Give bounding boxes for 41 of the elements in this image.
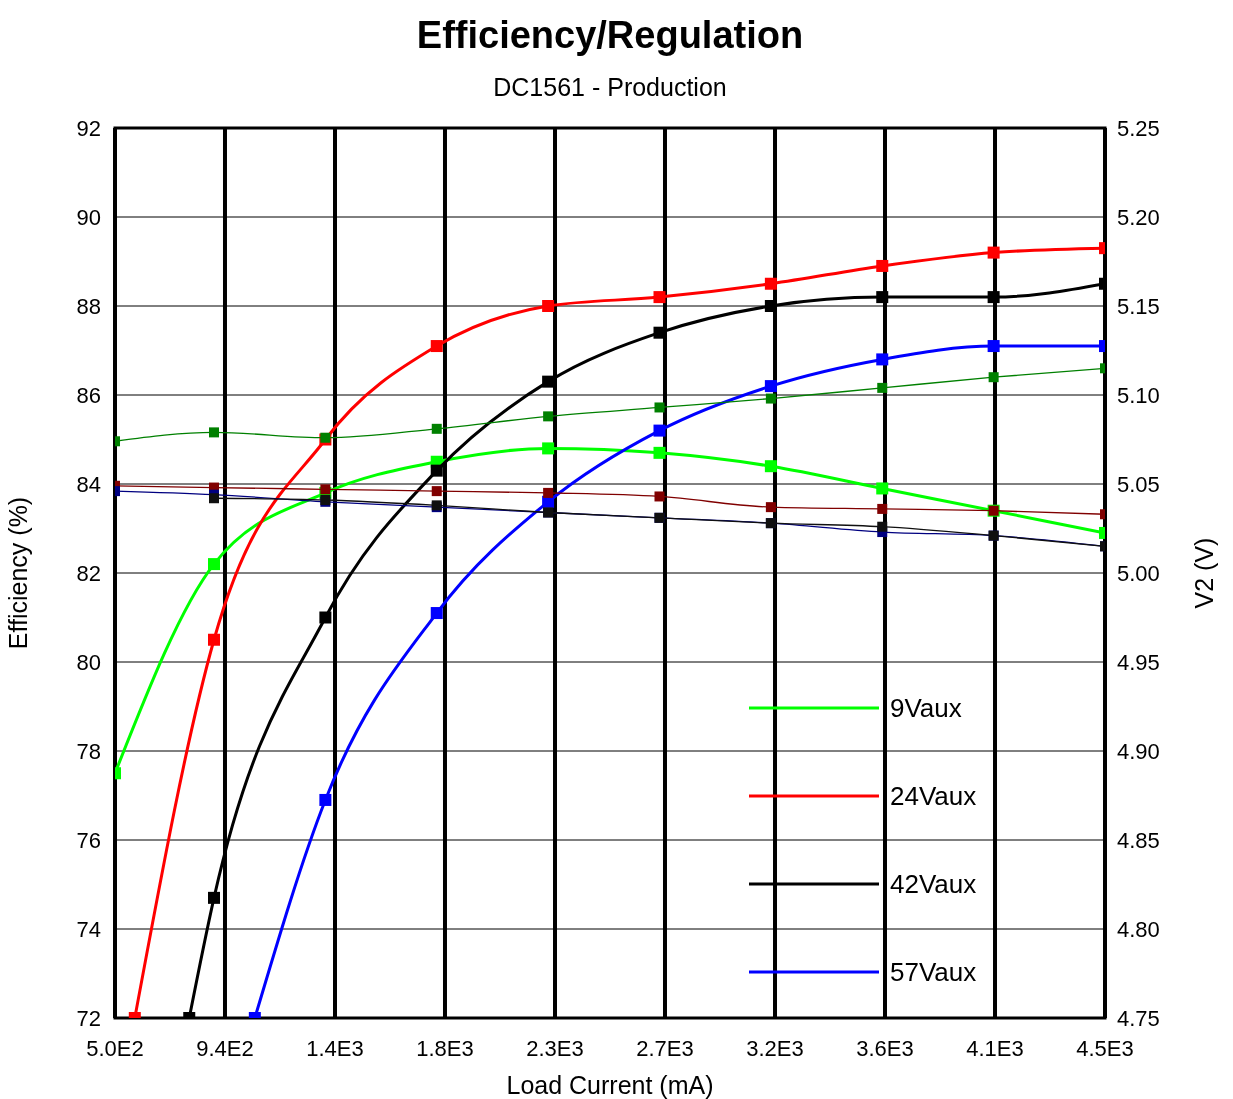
y-tick-label: 86: [76, 383, 101, 408]
x-tick-label: 9.4E2: [196, 1036, 254, 1061]
legend-label: 24Vaux: [890, 781, 977, 811]
y-tick-label: 90: [76, 205, 101, 230]
x-tick-label: 1.4E3: [306, 1036, 364, 1061]
y2-axis-title: V2 (V): [1190, 537, 1218, 609]
y2-tick-label: 4.75: [1117, 1006, 1160, 1031]
y2-tick-label: 5.10: [1117, 383, 1160, 408]
chart-title: Efficiency/Regulation: [416, 14, 804, 56]
x-axis-title: Load Current (mA): [506, 1071, 714, 1099]
y-tick-label: 92: [76, 116, 101, 141]
chart-subtitle: DC1561 - Production: [493, 73, 727, 101]
y2-tick-label: 4.95: [1117, 650, 1160, 675]
y2-tick-label: 5.05: [1117, 472, 1160, 497]
y-tick-label: 80: [76, 650, 101, 675]
y-tick-label: 78: [76, 739, 101, 764]
x-tick-label: 4.5E3: [1076, 1036, 1134, 1061]
y2-tick-label: 5.15: [1117, 294, 1160, 319]
y2-tick-label: 5.00: [1117, 561, 1160, 586]
y-tick-label: 84: [76, 472, 101, 497]
x-tick-label: 2.3E3: [526, 1036, 584, 1061]
y2-tick-label: 5.25: [1117, 116, 1160, 141]
legend-label: 9Vaux: [890, 693, 962, 723]
y-tick-label: 76: [76, 828, 101, 853]
y-tick-label: 74: [76, 917, 101, 942]
x-tick-label: 3.6E3: [856, 1036, 914, 1061]
y-tick-label: 88: [76, 294, 101, 319]
x-tick-label: 2.7E3: [636, 1036, 694, 1061]
y2-tick-label: 4.80: [1117, 917, 1160, 942]
x-tick-label: 3.2E3: [746, 1036, 804, 1061]
x-tick-label: 4.1E3: [966, 1036, 1024, 1061]
x-tick-label: 1.8E3: [416, 1036, 474, 1061]
y-tick-label: 72: [76, 1006, 101, 1031]
x-tick-label: 5.0E2: [86, 1036, 144, 1061]
y-tick-label: 82: [76, 561, 101, 586]
legend-label: 57Vaux: [890, 957, 977, 987]
y-axis-title: Efficiency (%): [4, 496, 32, 650]
y2-tick-label: 5.20: [1117, 205, 1160, 230]
y2-tick-label: 4.90: [1117, 739, 1160, 764]
y2-tick-label: 4.85: [1117, 828, 1160, 853]
legend-label: 42Vaux: [890, 869, 977, 899]
